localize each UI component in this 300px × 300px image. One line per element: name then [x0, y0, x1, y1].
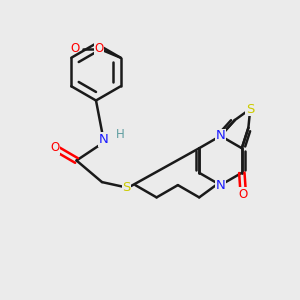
Text: S: S	[246, 103, 254, 116]
Text: O: O	[94, 42, 104, 55]
Text: S: S	[122, 181, 131, 194]
Text: N: N	[99, 133, 108, 146]
Text: O: O	[50, 141, 59, 154]
Text: N: N	[216, 129, 225, 142]
Text: N: N	[216, 178, 225, 192]
Text: O: O	[70, 42, 80, 55]
Text: H: H	[116, 128, 124, 142]
Text: O: O	[94, 42, 104, 55]
Text: O: O	[239, 188, 248, 201]
